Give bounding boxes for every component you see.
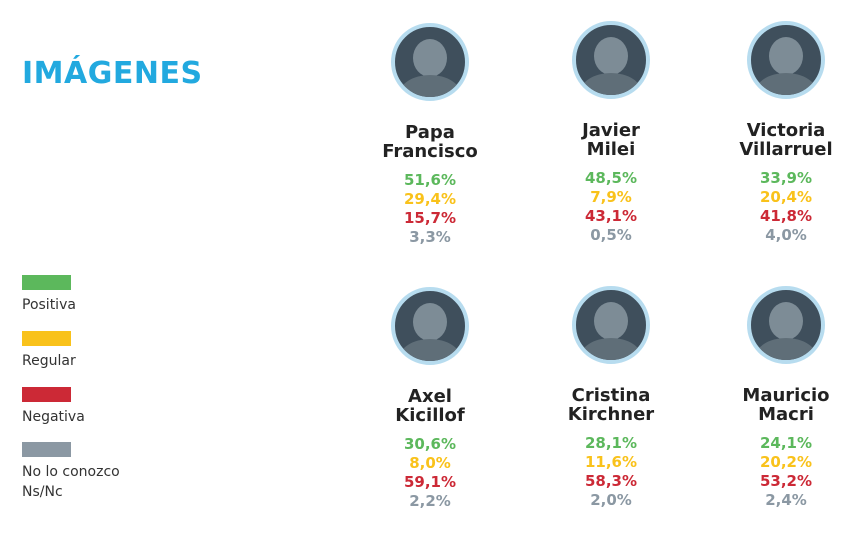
stat-negativa: 41,8% [759,207,813,225]
person-name: Javier Milei [582,120,640,160]
person-stats: 30,6% 8,0% 59,1% 2,2% [350,435,510,511]
portrait-javier-milei [572,21,650,99]
person-stats: 33,9% 20,4% 41,8% 4,0% [706,169,862,245]
person-card-javier-milei: Javier Milei 48,5% 7,9% 43,1% 0,5% [531,21,691,245]
stat-regular: 20,4% [759,188,813,206]
stat-positiva: 28,1% [584,434,638,452]
person-name: Axel Kicillof [395,386,465,426]
legend-label: Positiva [22,297,76,313]
legend-item-negativa: Negativa [22,387,85,427]
stat-negativa: 15,7% [403,209,457,227]
legend-label: No lo conozco Ns/Nc [22,464,120,500]
portrait-papa-francisco [391,23,469,101]
person-card-cristina-kirchner: Cristina Kirchner 28,1% 11,6% 58,3% 2,0% [531,286,691,510]
stat-regular: 20,2% [759,453,813,471]
legend-item-regular: Regular [22,331,76,371]
stat-positiva: 51,6% [403,171,457,189]
person-card-axel-kicillof: Axel Kicillof 30,6% 8,0% 59,1% 2,2% [350,287,510,511]
stat-regular: 29,4% [403,190,457,208]
stat-ns-nc: 2,2% [409,492,451,510]
stat-ns-nc: 3,3% [409,228,451,246]
person-card-papa-francisco: Papa Francisco 51,6% 29,4% 15,7% 3,3% [350,23,510,247]
person-name: Victoria Villarruel [739,120,833,160]
portrait-axel-kicillof [391,287,469,365]
stat-positiva: 30,6% [403,435,457,453]
stat-positiva: 24,1% [759,434,813,452]
person-stats: 48,5% 7,9% 43,1% 0,5% [531,169,691,245]
legend-label: Negativa [22,409,85,425]
stat-positiva: 48,5% [584,169,638,187]
stat-regular: 11,6% [584,453,638,471]
stat-negativa: 43,1% [584,207,638,225]
legend-swatch [22,331,71,346]
legend-item-no-lo-conozco: No lo conozco Ns/Nc [22,442,120,502]
portrait-cristina-kirchner [572,286,650,364]
legend-swatch [22,442,71,457]
stat-ns-nc: 0,5% [590,226,632,244]
stat-regular: 7,9% [590,188,632,206]
stat-ns-nc: 4,0% [765,226,807,244]
page-title: IMÁGENES [22,56,203,91]
legend-swatch [22,275,71,290]
person-name: Mauricio Macri [742,385,830,425]
person-name: Cristina Kirchner [567,385,655,425]
portrait-victoria-villarruel [747,21,825,99]
person-name: Papa Francisco [382,122,478,162]
legend-label: Regular [22,353,76,369]
legend-swatch [22,387,71,402]
person-card-victoria-villarruel: Victoria Villarruel 33,9% 20,4% 41,8% 4,0… [706,21,862,245]
legend-item-positiva: Positiva [22,275,76,315]
portrait-mauricio-macri [747,286,825,364]
person-card-mauricio-macri: Mauricio Macri 24,1% 20,2% 53,2% 2,4% [706,286,862,510]
stat-ns-nc: 2,4% [765,491,807,509]
stat-positiva: 33,9% [759,169,813,187]
person-stats: 28,1% 11,6% 58,3% 2,0% [531,434,691,510]
stat-ns-nc: 2,0% [590,491,632,509]
stat-regular: 8,0% [409,454,451,472]
stat-negativa: 59,1% [403,473,457,491]
stat-negativa: 53,2% [759,472,813,490]
person-stats: 24,1% 20,2% 53,2% 2,4% [706,434,862,510]
stat-negativa: 58,3% [584,472,638,490]
person-stats: 51,6% 29,4% 15,7% 3,3% [350,171,510,247]
